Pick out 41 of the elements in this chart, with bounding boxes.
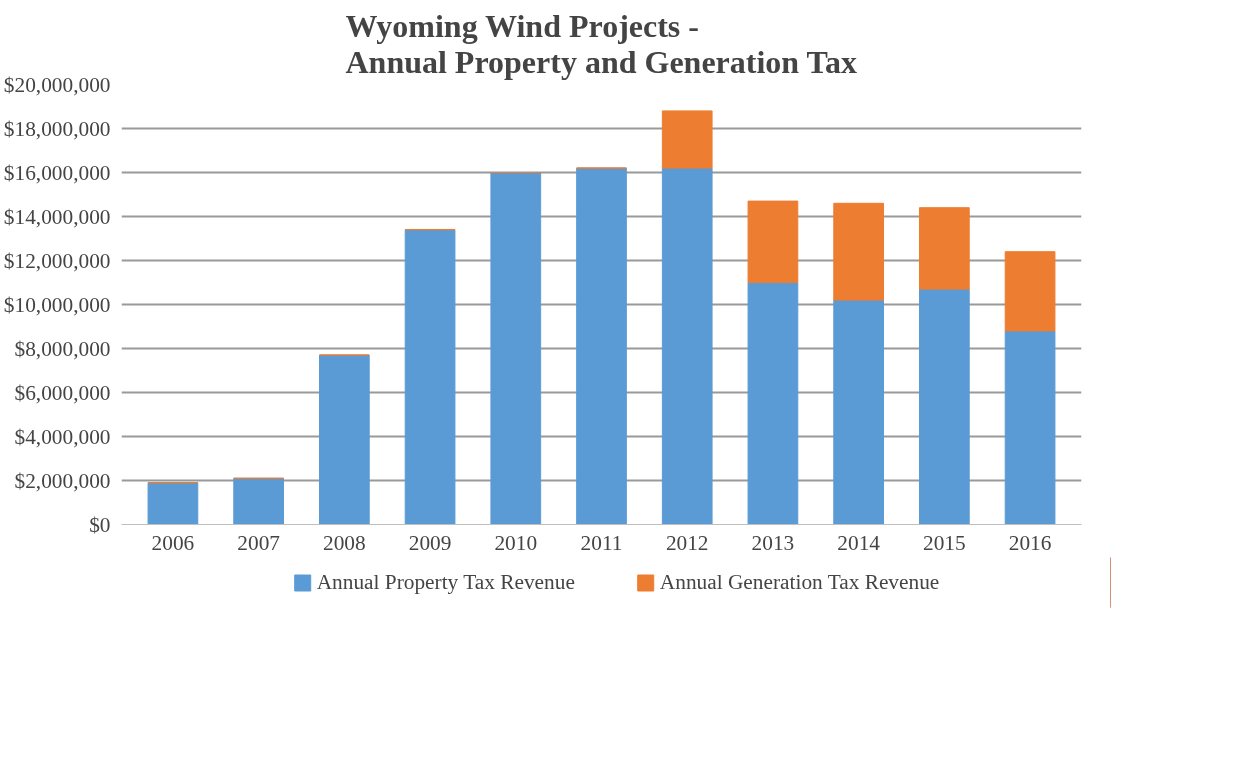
y-tick-label: $14,000,000 [3,204,111,229]
bar [233,477,284,525]
bar [404,229,456,525]
bar [747,200,799,283]
x-tick-label: 2011 [580,530,623,555]
x-tick-label: 2006 [151,530,195,555]
bar [319,354,370,525]
y-tick-label: $2,000,000 [14,468,111,493]
bar [661,167,713,525]
x-tick-label: 2013 [751,530,795,555]
bar [919,288,970,525]
x-tick-label: 2014 [837,530,881,555]
x-tick-label: 2012 [665,530,709,555]
x-tick-label: 2008 [323,530,366,555]
bar [661,110,713,169]
y-tick-label: $6,000,000 [14,380,111,405]
y-tick-label: $10,000,000 [3,292,111,317]
bar [747,282,799,525]
y-tick-label: $8,000,000 [14,336,111,361]
y-tick-label: $4,000,000 [14,424,111,449]
bar [1004,330,1056,525]
y-tick-label: $16,000,000 [3,160,111,185]
y-tick-label: $12,000,000 [3,248,111,273]
chart-title: Wyoming Wind Projects - Annual Property and Generation Tax [345,7,857,80]
bar [833,202,884,301]
bar [1004,251,1056,332]
legend-label: Annual Property Tax Revenue [316,569,575,595]
bar [576,167,627,525]
y-tick-label: $20,000,000 [3,72,111,97]
x-tick-label: 2015 [923,530,966,555]
x-tick-label: 2010 [494,530,538,555]
y-tick-label: $0 [89,512,111,537]
bar [833,299,884,525]
y-tick-label: $18,000,000 [3,116,111,141]
legend-label: Annual Generation Tax Revenue [659,569,940,595]
bar [919,207,970,290]
x-tick-label: 2009 [408,530,452,555]
bar [147,482,199,525]
x-tick-label: 2007 [237,530,281,555]
bar [490,172,542,525]
x-tick-label: 2016 [1008,530,1052,555]
